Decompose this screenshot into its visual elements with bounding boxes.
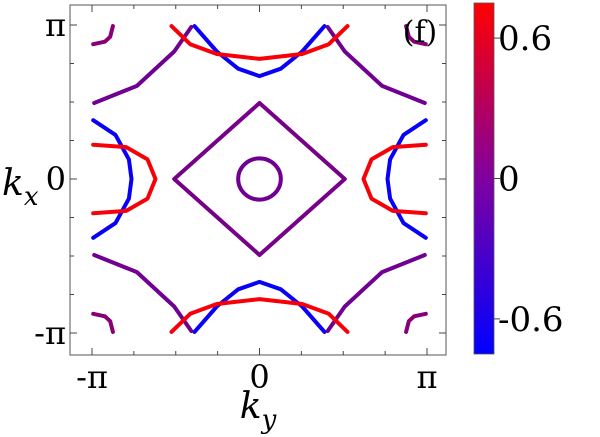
x-tick-label: 0 xyxy=(249,358,269,396)
x-axis-title-sub: y xyxy=(261,405,277,435)
colorbar-ticks: 0.6 0 -0.6 xyxy=(494,19,564,340)
colorbar-tick-label: 0.6 xyxy=(498,19,552,59)
y-axis-title-sub: x xyxy=(24,182,39,212)
curve-diamond xyxy=(172,101,347,257)
curve-top-red xyxy=(169,24,350,61)
x-axis-title: ky xyxy=(240,386,277,435)
y-axis-title-main: k xyxy=(2,163,24,204)
axis-tick-labels: -π 0 π π 0 -π xyxy=(34,6,437,396)
x-tick-label: -π xyxy=(76,358,108,396)
colorbar xyxy=(473,2,495,355)
panel-label: (f) xyxy=(403,15,438,50)
y-tick-label: π xyxy=(45,6,66,44)
curve-inner-circle xyxy=(236,156,283,202)
x-axis-title-main: k xyxy=(240,386,262,427)
axis-ticks xyxy=(70,5,446,355)
y-tick-label: 0 xyxy=(46,160,66,198)
colorbar-tick-label: -0.6 xyxy=(498,300,564,340)
x-tick-label: π xyxy=(416,358,437,396)
curve-corner-br xyxy=(404,311,428,334)
curve-corner-tl xyxy=(91,24,115,47)
curve-bottom-red xyxy=(169,297,350,334)
curve-right-mid-blue xyxy=(385,118,428,240)
curve-left-mid-red xyxy=(91,142,158,216)
curve-bottom-blue xyxy=(192,279,327,334)
contour-curves xyxy=(91,24,428,334)
curve-right-mid-red xyxy=(361,142,428,216)
y-tick-label: -π xyxy=(34,314,66,352)
curve-corner-bl xyxy=(91,311,115,334)
curve-corner-tr xyxy=(404,24,428,47)
y-axis-title: kx xyxy=(2,163,39,212)
curve-top-blue xyxy=(192,24,327,79)
curve-left-mid-blue xyxy=(91,118,134,240)
colorbar-tick-label: 0 xyxy=(498,160,520,200)
